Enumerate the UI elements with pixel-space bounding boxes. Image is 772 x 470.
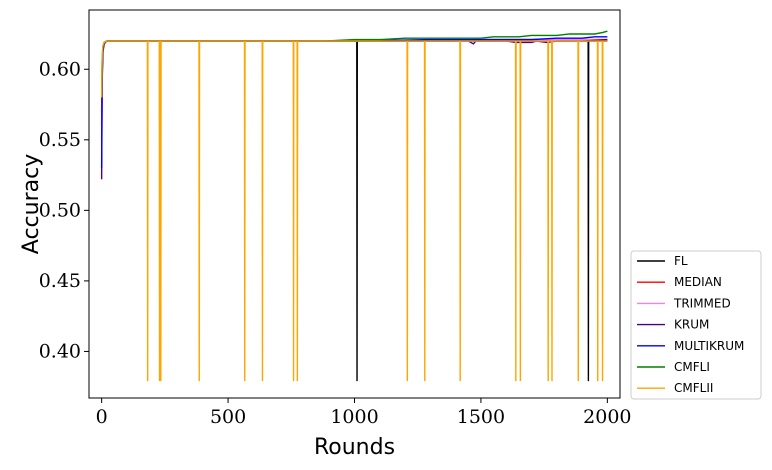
y-tick-label: 0.50 (39, 199, 81, 221)
legend-label-cmfli: CMFLI (674, 360, 710, 374)
series-line-krum (100, 38, 608, 180)
x-tick-label: 1000 (330, 406, 378, 428)
x-tick-label: 0 (96, 406, 108, 428)
legend-label-trimmed: TRIMMED (673, 296, 731, 310)
series-line-cmflii (100, 40, 608, 382)
series-line-median (100, 38, 608, 126)
x-tick-label: 2000 (583, 406, 631, 428)
legend-label-median: MEDIAN (674, 275, 722, 289)
series-line-multikrum (100, 36, 608, 169)
y-tick-label: 0.45 (39, 270, 81, 292)
x-axis-title: Rounds (314, 435, 395, 460)
legend: FL MEDIAN TRIMMED KRUM MULTIKRUM CMFLI CMFLII (630, 250, 762, 400)
y-axis-title: Accuracy (19, 154, 44, 254)
y-axis-ticks: 0.40 0.45 0.50 0.55 0.60 (39, 58, 89, 362)
legend-label-cmflii: CMFLII (674, 381, 713, 395)
y-tick-label: 0.60 (39, 58, 81, 80)
y-tick-label: 0.55 (39, 129, 81, 151)
y-tick-label: 0.40 (39, 340, 81, 362)
legend-box (630, 250, 762, 400)
legend-label-fl: FL (674, 254, 688, 268)
series-line-trimmed (100, 38, 608, 140)
series-layer (100, 30, 608, 382)
plot-frame (88, 9, 621, 399)
x-tick-label: 500 (210, 406, 246, 428)
series-line-fl (100, 40, 608, 382)
x-axis-ticks: 0 500 1000 1500 2000 (96, 398, 632, 428)
legend-label-multikrum: MULTIKRUM (674, 339, 744, 353)
legend-label-krum: KRUM (674, 318, 709, 332)
x-tick-label: 1500 (457, 406, 505, 428)
